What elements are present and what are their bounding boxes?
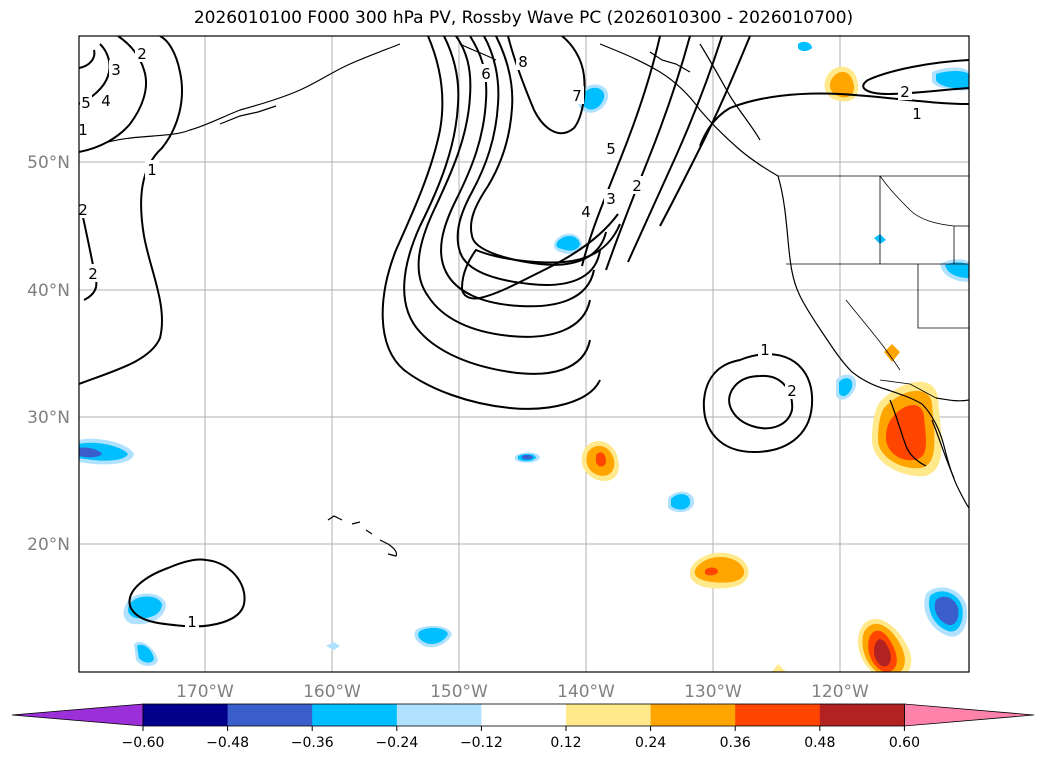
- map-title: 2026010100 F000 300 hPa PV, Rossby Wave …: [193, 8, 854, 28]
- colorbar-segment: [650, 704, 736, 726]
- contour-label: 1: [912, 105, 922, 123]
- contour-label: 1: [187, 613, 197, 631]
- borders: [778, 175, 969, 399]
- colorbar-segment: [227, 704, 313, 726]
- lat-axis: 50°N 40°N 30°N 20°N: [27, 153, 70, 555]
- colorbar: −0.60 −0.48 −0.36 −0.24 −0.12 0.12 0.24 0.36 0.4…: [11, 703, 1035, 751]
- lon-tick-label: 120°W: [811, 682, 869, 702]
- colorbar-extend-low: [11, 703, 144, 727]
- contour-label: 3: [111, 61, 121, 79]
- contour-label: 2: [137, 45, 147, 63]
- lat-tick-label: 40°N: [27, 281, 70, 301]
- plot-area: [79, 36, 969, 672]
- lat-tick-label: 30°N: [27, 408, 70, 428]
- colorbar-segment: [819, 704, 905, 726]
- contour-labels: 2 3 4 5 1 2 6 8 7 5 4 3 2 1: [78, 44, 924, 631]
- contour-label: 2: [78, 201, 88, 219]
- colorbar-tick-label: −0.60: [122, 735, 165, 751]
- contour-label: 1: [760, 341, 770, 359]
- contour-label: 2: [787, 382, 797, 400]
- lon-tick-label: 150°W: [430, 682, 488, 702]
- contour-label: 4: [581, 203, 591, 221]
- contour-label: 1: [147, 161, 157, 179]
- contour-label: 5: [81, 94, 91, 112]
- contour-label: 2: [88, 265, 98, 283]
- contour-label: 2: [900, 83, 910, 101]
- colorbar-tick-label: 0.36: [720, 735, 751, 751]
- lon-tick-label: 130°W: [684, 682, 742, 702]
- colorbar-frame: [142, 703, 905, 727]
- lon-tick-label: 160°W: [303, 682, 361, 702]
- lon-tick-label: 140°W: [557, 682, 615, 702]
- lat-tick-label: 50°N: [27, 153, 70, 173]
- contour-label: 4: [101, 92, 111, 110]
- colorbar-tick-label: 0.24: [635, 735, 666, 751]
- colorbar-segment: [143, 704, 229, 726]
- contour-label: 6: [481, 65, 491, 83]
- colorbar-tick-label: 0.60: [889, 735, 920, 751]
- lon-tick-label: 170°W: [176, 682, 234, 702]
- colorbar-extend-high: [904, 703, 1035, 727]
- gridlines: [79, 36, 969, 672]
- colorbar-segment: [735, 704, 821, 726]
- colorbar-segment: [312, 704, 398, 726]
- contour-label: 7: [572, 87, 582, 105]
- contour-label: 1: [78, 121, 88, 139]
- pv-contours: [79, 36, 969, 628]
- colorbar-segment: [396, 704, 482, 726]
- contour-label: 5: [606, 140, 616, 158]
- colorbar-segment: [481, 704, 567, 726]
- colorbar-tick-label: 0.48: [804, 735, 835, 751]
- colorbar-tick-label: −0.24: [375, 735, 418, 751]
- lon-axis: 170°W 160°W 150°W 140°W 130°W 120°W: [176, 682, 869, 702]
- pv-anomaly-shading: [79, 41, 969, 672]
- contour-label: 3: [606, 190, 616, 208]
- plot-frame: [78, 35, 970, 673]
- colorbar-tick-label: −0.36: [291, 735, 334, 751]
- contour-label: 2: [632, 177, 642, 195]
- contour-label: 8: [518, 53, 528, 71]
- colorbar-tick-label: −0.48: [206, 735, 249, 751]
- colorbar-tick-label: 0.12: [550, 735, 581, 751]
- lat-tick-label: 20°N: [27, 535, 70, 555]
- colorbar-segment: [566, 704, 652, 726]
- colorbar-tick-label: −0.12: [460, 735, 503, 751]
